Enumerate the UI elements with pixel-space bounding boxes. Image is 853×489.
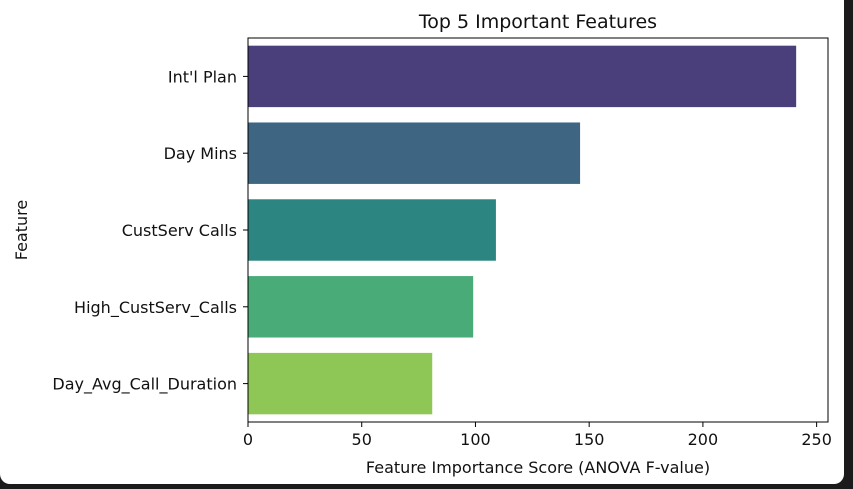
x-tick-label-3: 150 — [574, 430, 605, 449]
x-tick-label-0: 0 — [243, 430, 253, 449]
x-tick-label-2: 100 — [460, 430, 491, 449]
x-axis-label: Feature Importance Score (ANOVA F-value) — [366, 458, 710, 477]
x-tick-label-4: 200 — [688, 430, 719, 449]
bar-4 — [248, 352, 433, 415]
bar-chart: Top 5 Important Features Int'l Plan Day M… — [12, 11, 832, 477]
y-axis: Int'l Plan Day Mins CustServ Calls High_Cus… — [52, 67, 248, 395]
x-axis: 0 50 100 150 200 250 — [243, 422, 832, 449]
y-tick-label-2: CustServ Calls — [122, 221, 237, 240]
bar-0 — [248, 45, 797, 108]
bar-1 — [248, 122, 581, 184]
bar-2 — [248, 199, 496, 261]
y-axis-label: Feature — [12, 200, 31, 260]
bar-3 — [248, 276, 474, 338]
y-tick-label-4: Day_Avg_Call_Duration — [52, 375, 237, 395]
y-tick-label-3: High_CustServ_Calls — [74, 298, 237, 318]
chart-title: Top 5 Important Features — [418, 11, 657, 33]
x-tick-label-5: 250 — [801, 430, 832, 449]
y-tick-label-1: Day Mins — [164, 144, 237, 163]
bars-group — [248, 45, 797, 415]
chart-card: Top 5 Important Features Int'l Plan Day M… — [0, 0, 844, 484]
x-tick-label-1: 50 — [352, 430, 372, 449]
y-tick-label-0: Int'l Plan — [168, 67, 237, 86]
